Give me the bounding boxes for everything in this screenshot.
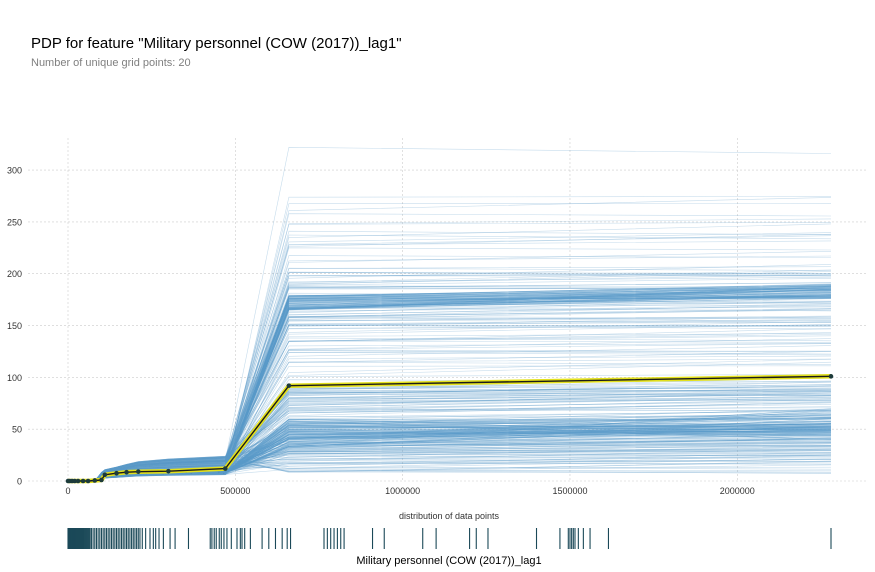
pdp-point <box>85 478 91 484</box>
data-distribution-rug: distribution of data points Military pers… <box>67 511 832 567</box>
y-tick-label: 250 <box>7 217 22 227</box>
chart-title: PDP for feature "Military personnel (COW… <box>31 35 402 52</box>
pdp-point <box>828 374 834 379</box>
pdp-point <box>166 468 171 474</box>
y-tick-label: 0 <box>17 477 22 487</box>
x-axis-label: Military personnel (COW (2017))_lag1 <box>356 555 541 567</box>
x-tick-label: 1500000 <box>552 486 587 496</box>
ice-lines <box>68 146 832 482</box>
x-tick-label: 500000 <box>220 486 250 496</box>
pdp-point <box>75 478 81 484</box>
pdp-point <box>72 478 77 484</box>
pdp-point <box>99 477 104 483</box>
y-tick-label: 150 <box>7 321 22 331</box>
y-tick-label: 200 <box>7 269 22 279</box>
x-tick-label: 1000000 <box>385 486 420 496</box>
y-tick-label: 50 <box>12 425 22 435</box>
x-tick-label: 2000000 <box>720 486 755 496</box>
pdp-point <box>286 383 292 388</box>
grid-lines <box>28 138 868 482</box>
x-tick-label: 0 <box>65 486 70 496</box>
y-tick-label: 300 <box>7 166 22 176</box>
pdp-point <box>222 466 228 471</box>
pdp-point <box>124 469 129 475</box>
rug-title: distribution of data points <box>399 511 500 521</box>
pdp-point <box>102 472 108 478</box>
chart-subtitle: Number of unique grid points: 20 <box>31 57 191 69</box>
pdp-point <box>135 469 141 474</box>
pdp-line-group <box>65 374 834 484</box>
pdp-point <box>114 470 119 476</box>
y-tick-label: 100 <box>7 373 22 383</box>
pdp-point <box>80 478 86 484</box>
pdp-point <box>92 478 98 483</box>
axis-labels: 0 50 100 150 200 250 300 0 500000 1000000 1500000 2… <box>7 166 755 496</box>
